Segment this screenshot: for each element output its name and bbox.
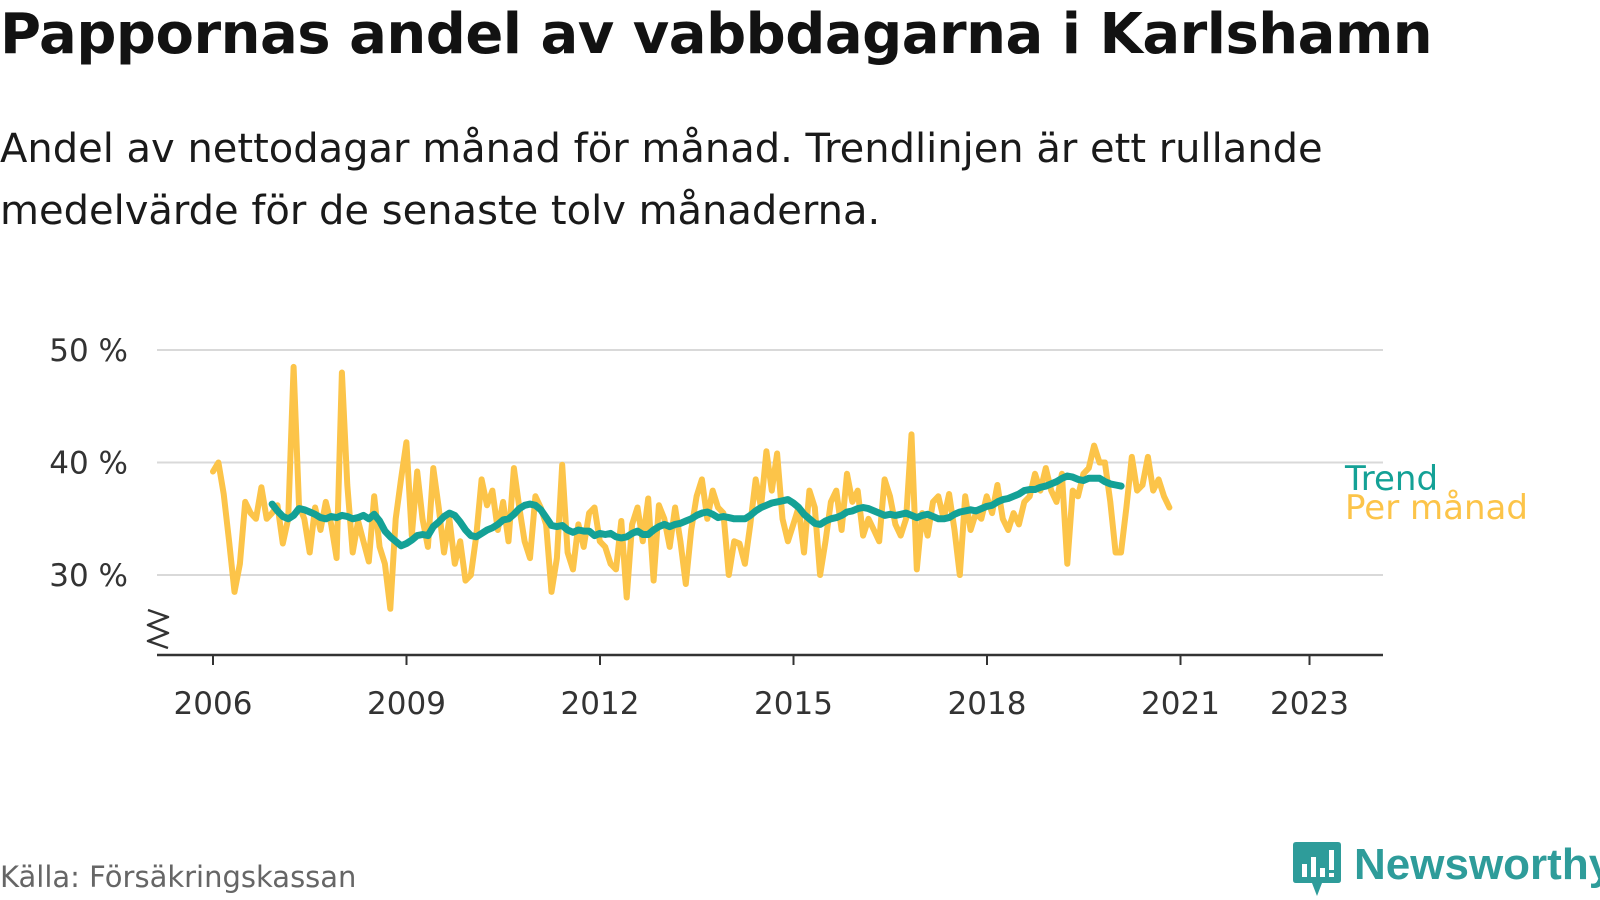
x-tick-label-2018: 2018 <box>948 686 1027 722</box>
x-tick-label-2021: 2021 <box>1141 686 1220 722</box>
source-note: Källa: Försäkringskassan <box>0 860 357 894</box>
x-tick-label-2015: 2015 <box>754 686 833 722</box>
newsworthy-logo-text: Newsworthy <box>1354 840 1600 889</box>
x-tick-label-2009: 2009 <box>367 686 446 722</box>
y-tick-label-30: 30 % <box>49 558 128 594</box>
x-tick-label-2023: 2023 <box>1270 686 1349 722</box>
y-axis-break <box>146 608 170 650</box>
series-line-trend <box>268 472 1125 550</box>
y-tick-label-40: 40 % <box>49 446 128 482</box>
chart-subtitle: Andel av nettodagar månad för månad. Tre… <box>0 126 1323 234</box>
series-label-trend: Trend <box>1344 459 1438 499</box>
y-tick-label-50: 50 % <box>49 333 128 369</box>
newsworthy-logo-icon <box>1293 842 1341 896</box>
y-axis: 30 % 40 % 50 % <box>49 333 170 650</box>
newsworthy-logo: Newsworthy <box>1292 840 1600 900</box>
x-tick-label-2012: 2012 <box>561 686 640 722</box>
series-label-per-manad: Per månad <box>1345 488 1528 528</box>
x-tick-label-2006: 2006 <box>174 686 253 722</box>
chart-title: Pappornas andel av vabbdagarna i Karlsha… <box>0 2 1433 67</box>
x-axis: 2006 2009 2012 2015 2018 2021 2023 <box>157 653 1383 722</box>
series <box>210 363 1173 612</box>
